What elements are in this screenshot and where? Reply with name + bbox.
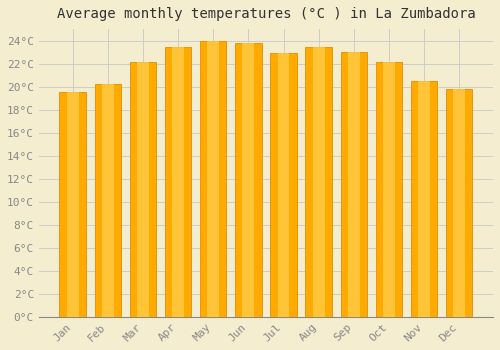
Bar [208,41,219,317]
Bar [60,92,86,317]
Bar [66,92,78,317]
Bar [454,89,465,317]
Bar [242,43,254,317]
Bar [94,84,121,317]
Bar [446,89,472,317]
Bar [270,53,296,317]
Bar [172,48,184,317]
Bar [278,53,289,317]
Bar [418,81,430,317]
Bar [102,84,114,317]
Bar [200,41,226,317]
Bar [411,81,438,317]
Bar [235,43,262,317]
Bar [383,62,395,317]
Title: Average monthly temperatures (°C ) in La Zumbadora: Average monthly temperatures (°C ) in La… [56,7,476,21]
Bar [306,48,332,317]
Bar [137,62,149,317]
Bar [376,62,402,317]
Bar [130,62,156,317]
Bar [312,48,324,317]
Bar [348,52,360,317]
Bar [340,52,367,317]
Bar [165,48,191,317]
